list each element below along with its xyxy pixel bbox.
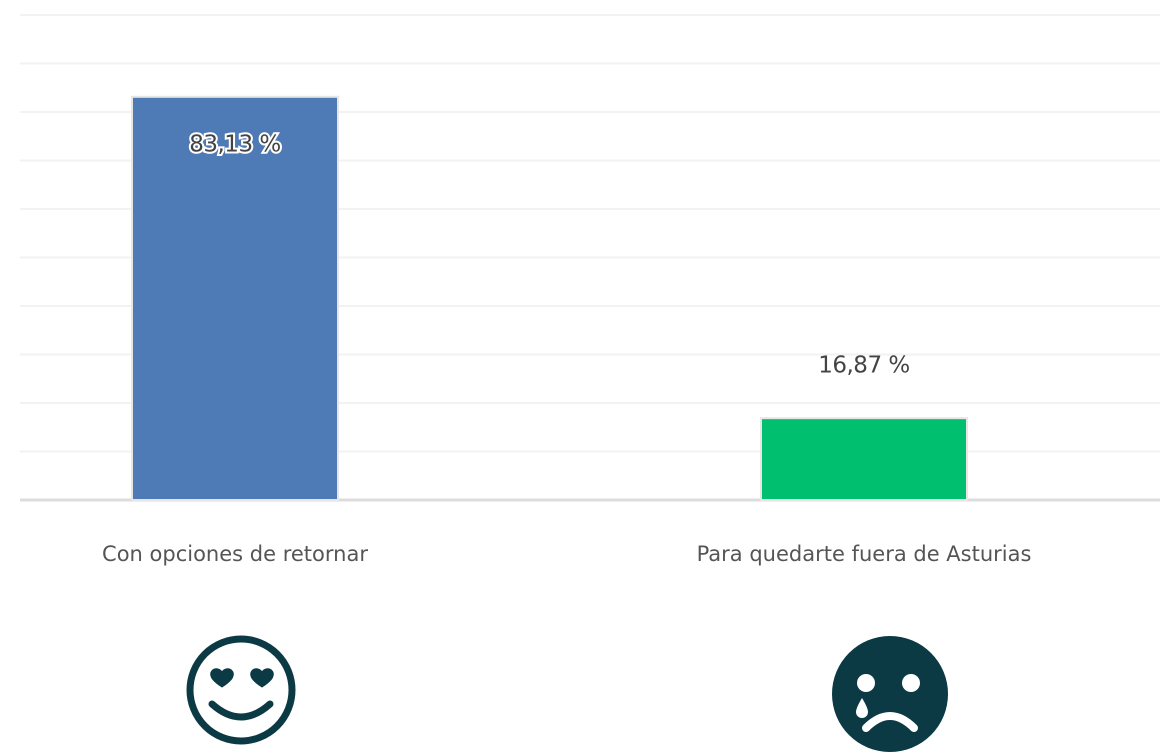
bar bbox=[131, 95, 339, 502]
plot-area: 83,13 % Con opciones de retornar 16,87 % Pa… bbox=[20, 14, 1160, 566]
x-tick-label: Con opciones de retornar bbox=[102, 542, 368, 566]
happy-face-icon bbox=[186, 635, 296, 745]
value-label: 16,87 % bbox=[818, 353, 910, 379]
x-tick-label: Para quedarte fuera de Asturias bbox=[697, 542, 1032, 566]
bar bbox=[760, 417, 968, 502]
value-label: 83,13 % bbox=[189, 131, 281, 157]
sad-face-icon bbox=[832, 636, 948, 752]
